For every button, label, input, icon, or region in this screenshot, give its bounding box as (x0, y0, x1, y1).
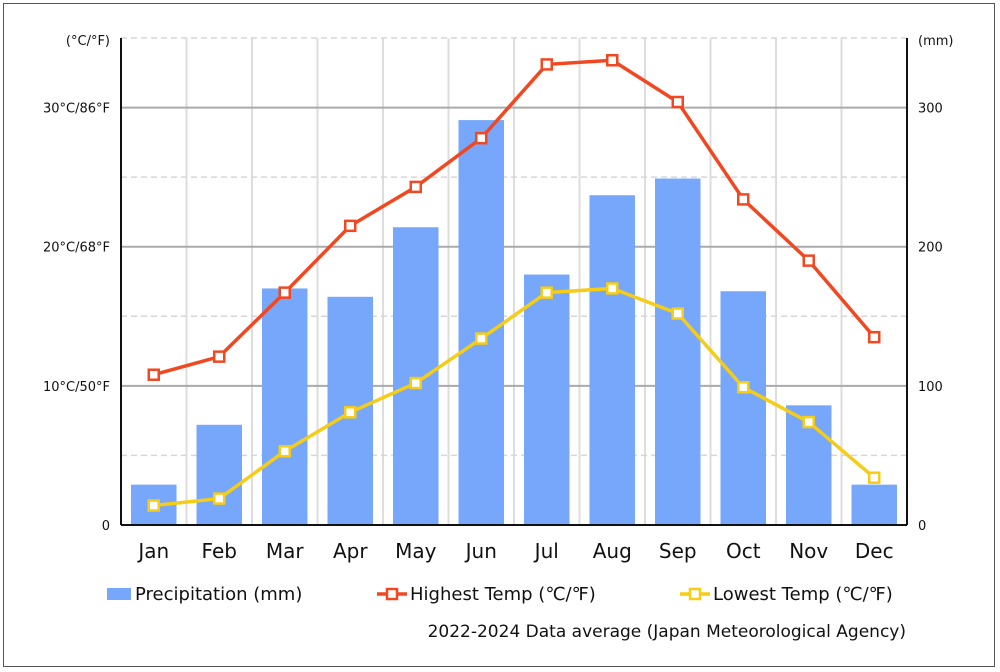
left-tick-label: 10°C/50°F (43, 380, 110, 395)
data-point-marker (344, 219, 357, 233)
data-point-marker (737, 193, 750, 206)
data-point-marker (540, 58, 553, 71)
data-point-marker (409, 180, 422, 194)
data-point-marker (868, 330, 881, 344)
source-annotation: 2022-2024 Data average (Japan Meteorolog… (428, 622, 906, 642)
x-tick-label: Sep (659, 539, 697, 563)
precipitation-bar (589, 195, 635, 525)
legend-label: Precipitation (mm) (135, 584, 302, 605)
x-tick-label: Apr (333, 539, 368, 563)
data-point-marker (278, 445, 291, 458)
chart-frame (3, 3, 995, 667)
x-tick-label: Jun (464, 539, 497, 563)
legend-marker (385, 587, 399, 601)
data-point-marker (671, 95, 684, 109)
left-tick-label: 0 (102, 519, 110, 534)
data-point-marker (802, 415, 815, 429)
series-line (153, 58, 876, 377)
right-tick-label: 300 (918, 102, 943, 117)
data-point-marker (671, 307, 684, 320)
right-axis-label: (mm) (918, 34, 953, 49)
x-tick-label: Feb (202, 539, 237, 563)
series-line (153, 286, 876, 508)
data-point-marker (737, 380, 750, 394)
legend-label: Highest Temp (℃/℉) (410, 584, 596, 605)
x-tick-label: Oct (726, 539, 761, 563)
x-tick-label: Jul (533, 539, 559, 563)
x-tick-label: Nov (789, 539, 828, 563)
left-axis-label: (°C/°F) (66, 34, 110, 49)
data-point-marker (802, 254, 815, 267)
legend-label: Lowest Temp (℃/℉) (713, 584, 893, 605)
data-point-marker (213, 350, 226, 363)
data-point-marker (606, 282, 619, 295)
x-tick-label: May (395, 539, 437, 563)
x-tick-label: Dec (855, 539, 894, 563)
precipitation-bar (655, 178, 701, 525)
data-point-marker (409, 376, 422, 390)
precipitation-bar (393, 227, 439, 525)
data-point-marker (213, 492, 226, 505)
right-tick-label: 0 (918, 519, 926, 534)
data-point-marker (540, 286, 553, 299)
precipitation-bar (458, 120, 504, 525)
data-point-marker (344, 406, 357, 419)
legend-swatch-precipitation (107, 588, 131, 600)
data-point-marker (475, 131, 488, 145)
data-point-marker (606, 54, 619, 67)
data-point-marker (868, 471, 881, 484)
x-tick-label: Aug (593, 539, 632, 563)
right-tick-label: 100 (918, 380, 943, 395)
x-tick-label: Jan (136, 539, 169, 563)
right-tick-label: 200 (918, 241, 943, 256)
data-point-marker (278, 286, 291, 299)
left-tick-label: 20°C/68°F (43, 241, 110, 256)
precipitation-bar (196, 424, 242, 525)
x-tick-label: Mar (266, 539, 305, 563)
legend-marker (688, 587, 702, 601)
data-point-marker (147, 368, 160, 381)
data-point-marker (475, 332, 488, 345)
precipitation-bar (720, 291, 766, 525)
left-tick-label: 30°C/86°F (43, 102, 110, 117)
precipitation-bar (524, 274, 570, 525)
precipitation-bar (851, 484, 897, 525)
precipitation-bar (262, 288, 308, 525)
data-point-marker (147, 499, 160, 512)
